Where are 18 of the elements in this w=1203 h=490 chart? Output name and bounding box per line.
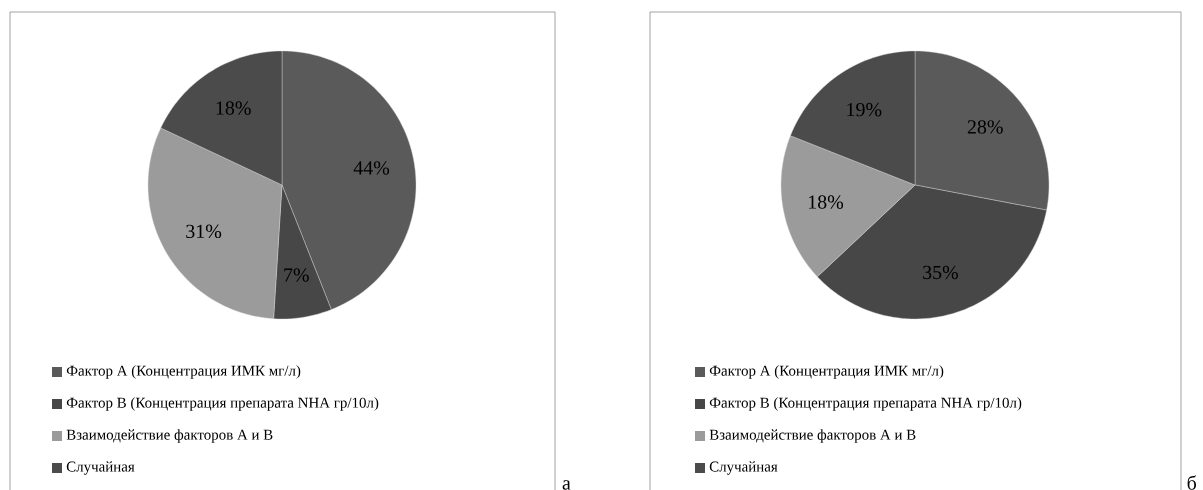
data-label: 7% [284, 268, 309, 282]
data-label: 31% [186, 224, 222, 239]
legend-label: Случайная [709, 461, 778, 475]
data-label: 19% [847, 102, 882, 117]
data-label: 18% [216, 101, 251, 115]
data-label: 35% [923, 265, 959, 280]
legend-label: Фактор А (Концентрация ИМК мг/л) [66, 365, 301, 379]
data-label: 18% [808, 195, 844, 209]
legend-label: Случайная [66, 461, 135, 475]
data-label: 28% [967, 120, 1003, 134]
legend-label: Фактор А (Концентрация ИМК мг/л) [709, 365, 944, 379]
legend-label: Взаимодействие факторов А и В [709, 429, 916, 443]
text: а [562, 480, 571, 490]
legend-label: Взаимодействие факторов А и В [66, 429, 273, 443]
text: б [1187, 475, 1197, 490]
legend-label: Фактор В (Концентрация препарата NHA гр/10л) [709, 397, 1022, 411]
legend-label: Фактор В (Концентрация препарата NHA гр/10л) [66, 397, 379, 411]
data-label: 44% [353, 161, 390, 175]
